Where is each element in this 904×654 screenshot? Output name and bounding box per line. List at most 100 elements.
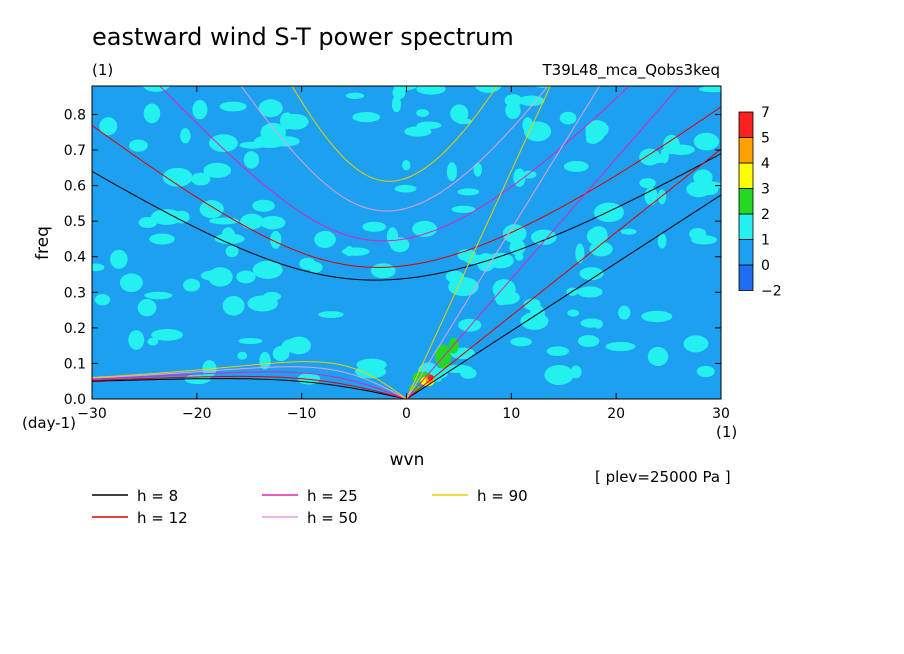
y-tick-label: 0.4 xyxy=(64,250,86,266)
kelvin-curve-h25 xyxy=(406,86,681,399)
rossby-curve-h25 xyxy=(92,371,407,399)
contour-patch xyxy=(142,86,170,92)
power-contours xyxy=(92,86,721,393)
colorbar-swatch xyxy=(738,264,754,291)
contour-patch xyxy=(563,160,589,172)
contour-patch xyxy=(270,230,282,249)
contour-patch xyxy=(494,290,520,305)
contour-patch xyxy=(618,305,631,320)
contour-patch xyxy=(208,134,238,153)
contour-patch xyxy=(191,172,211,186)
colorbar-label: 0 xyxy=(761,258,770,274)
contour-patch xyxy=(605,341,636,352)
ig-curve-h50 xyxy=(240,86,549,212)
x-tick-label: 10 xyxy=(502,406,520,422)
contour-patch xyxy=(240,213,264,230)
contour-patch xyxy=(199,200,224,219)
contour-patch xyxy=(174,210,190,224)
contour-patch xyxy=(504,94,523,107)
contour-patch xyxy=(657,189,667,205)
contour-patch xyxy=(225,245,239,258)
contour-patch xyxy=(219,101,247,112)
contour-patch xyxy=(252,199,275,212)
x-tick-label: −20 xyxy=(182,406,212,422)
contour-patch xyxy=(243,151,260,169)
rossby-curve-h8 xyxy=(92,378,407,399)
colorbar-swatch xyxy=(738,213,754,240)
contour-patch xyxy=(688,228,707,241)
contour-patch xyxy=(239,141,266,149)
contour-patch xyxy=(593,319,603,329)
contour-patch xyxy=(579,267,604,281)
contour-patch xyxy=(151,209,183,225)
colorbar-swatch xyxy=(738,239,754,266)
contour-patch xyxy=(208,217,240,225)
contour-patch xyxy=(502,224,527,244)
legend-label: h = 50 xyxy=(307,509,358,527)
contour-patch xyxy=(236,270,256,284)
contour-patch xyxy=(698,86,721,93)
x-tick-label: −10 xyxy=(287,406,317,422)
colorbar-swatch xyxy=(738,188,754,215)
x-tick-label: 0 xyxy=(402,406,411,422)
contour-patch xyxy=(644,187,658,206)
contour-patch xyxy=(593,202,624,223)
rossby-curve-h90 xyxy=(92,361,407,399)
contour-patch xyxy=(589,241,613,257)
contour-patch xyxy=(699,182,719,196)
legend-label: h = 12 xyxy=(137,509,188,527)
contour-patch xyxy=(446,162,457,182)
contour-patch xyxy=(355,365,387,379)
contour-patch xyxy=(620,228,637,235)
colorbar-label: 5 xyxy=(761,131,770,147)
contour-patch xyxy=(458,318,482,332)
contour-patch xyxy=(639,148,661,166)
ig-curve-h8 xyxy=(92,153,721,281)
contour-patch xyxy=(457,188,480,196)
contour-patch xyxy=(513,168,526,187)
contour-patch xyxy=(505,102,521,120)
contour-patch xyxy=(370,263,396,279)
y-tick-label: 0.6 xyxy=(64,179,86,195)
contour-patch xyxy=(110,249,128,269)
contour-patch xyxy=(222,295,245,316)
kelvin-curve-h50 xyxy=(406,86,601,399)
contour-patch xyxy=(151,329,184,341)
contour-patch xyxy=(451,205,476,213)
colorbar-label: 3 xyxy=(761,182,770,198)
x-tick-label: 20 xyxy=(607,406,625,422)
contour-patch xyxy=(318,311,344,318)
colorbar-label: 1 xyxy=(761,233,770,249)
contour-patch xyxy=(128,330,145,350)
y-tick-label: 0.3 xyxy=(64,285,86,301)
contour-patch xyxy=(137,299,157,317)
contour-patch xyxy=(473,162,483,177)
contour-patch xyxy=(390,237,410,253)
contour-patch xyxy=(460,368,477,379)
legend-label: h = 8 xyxy=(137,487,178,505)
contour-patch xyxy=(180,128,191,144)
contour-patch xyxy=(149,233,175,245)
colorbar-swatch xyxy=(738,162,754,189)
contour-patch xyxy=(518,95,545,106)
x-tick-label: −30 xyxy=(77,406,107,422)
contour-patch xyxy=(515,252,524,261)
contour-patch xyxy=(237,351,248,360)
contour-patch xyxy=(203,162,232,178)
y-tick-label: 0.1 xyxy=(64,356,86,372)
contour-patch xyxy=(362,221,387,232)
contour-patch xyxy=(404,126,432,137)
contour-patch xyxy=(402,160,411,171)
contour-patch xyxy=(577,286,603,298)
kelvin-curve-h12 xyxy=(406,148,721,399)
contour-patch xyxy=(221,227,236,245)
contour-patch xyxy=(144,291,173,300)
colorbar-label: −2 xyxy=(761,284,782,300)
chart-subtitle-right: T39L48_mca_Qobs3keq xyxy=(541,61,720,80)
y-tick-label: 0.8 xyxy=(64,107,86,123)
contour-patch xyxy=(353,248,363,256)
contour-patch xyxy=(448,277,479,297)
contour-patch xyxy=(147,337,159,346)
legend-label: h = 25 xyxy=(307,487,358,505)
